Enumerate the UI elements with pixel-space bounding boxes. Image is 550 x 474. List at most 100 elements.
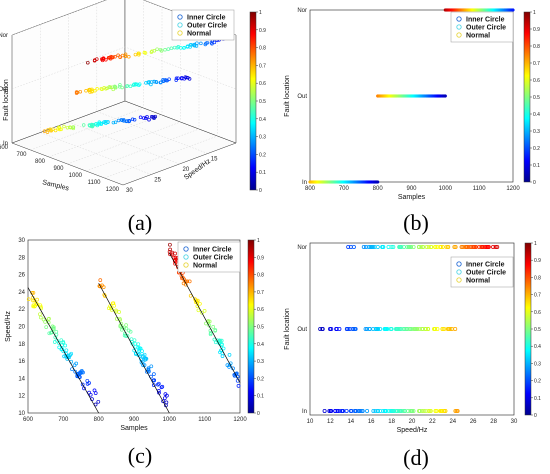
- data-point-1: [411, 327, 416, 332]
- data-point-2: [211, 325, 216, 329]
- data-point-2: [407, 244, 412, 249]
- y-axis-label: Fault location: [284, 75, 291, 117]
- data-point-1: [425, 327, 430, 332]
- data-point-2: [389, 244, 394, 249]
- data-point-2: [511, 8, 515, 12]
- x-tick-label: 22: [429, 419, 436, 425]
- y-tick-label: 30: [126, 188, 133, 194]
- data-point-2: [479, 244, 484, 249]
- colorbar-tick-label: 0: [257, 411, 260, 417]
- data-point-1: [138, 346, 143, 351]
- grid-line: [48, 7, 163, 158]
- data-point-2: [187, 279, 192, 284]
- data-point-0: [87, 381, 91, 385]
- data-point-1: [142, 352, 147, 357]
- colorbar-tick-label: 1: [533, 10, 536, 16]
- data-point-1: [136, 342, 141, 347]
- data-point-2: [142, 50, 147, 55]
- data-point-2: [194, 44, 199, 48]
- fit-line: [98, 283, 170, 414]
- data-point-0: [89, 122, 94, 127]
- data-point-0: [52, 340, 57, 344]
- data-point-1: [408, 327, 413, 332]
- data-point-1: [449, 327, 454, 332]
- colorbar-tick-label: 0.9: [533, 27, 540, 33]
- colorbar-tick-label: 0.1: [534, 396, 541, 402]
- data-point-2: [409, 244, 414, 249]
- data-point-2: [113, 55, 117, 59]
- data-point-0: [113, 120, 118, 125]
- x-tick-label: 1200: [506, 186, 520, 192]
- x-tick-label: 1200: [233, 417, 247, 423]
- z-tick-label: Nor: [0, 33, 8, 39]
- data-point-0: [373, 408, 378, 413]
- caption-b: (b): [403, 210, 429, 235]
- y-tick-label: In: [302, 409, 307, 415]
- data-point-1: [74, 91, 79, 95]
- data-point-2: [411, 244, 416, 249]
- y-tick-label: 20: [183, 167, 190, 173]
- data-point-0: [433, 408, 438, 413]
- data-point-2: [495, 244, 500, 249]
- colorbar-tick-label: 0.3: [259, 135, 266, 141]
- data-point-1: [158, 80, 163, 85]
- data-point-0: [73, 369, 78, 374]
- legend-label: Outer Circle: [466, 25, 506, 32]
- data-point-1: [448, 327, 453, 332]
- colorbar-tick-label: 0.5: [534, 327, 541, 333]
- data-point-2: [168, 242, 172, 247]
- colorbar-tick-label: 0.4: [257, 342, 264, 348]
- colorbar-tick-label: 0.7: [257, 290, 264, 296]
- y-tick-label: 14: [18, 376, 25, 382]
- data-point-1: [74, 90, 79, 94]
- colorbar-tick-label: 0.4: [259, 117, 266, 123]
- data-point-2: [200, 310, 204, 315]
- data-point-1: [154, 80, 159, 84]
- colorbar-tick-label: 0.1: [257, 394, 264, 400]
- data-point-0: [357, 408, 362, 413]
- data-point-1: [84, 89, 88, 93]
- data-point-1: [98, 278, 103, 282]
- colorbar-tick-label: 0.2: [534, 379, 541, 385]
- colorbar-tick-label: 0.6: [257, 307, 264, 313]
- data-point-1: [119, 327, 124, 332]
- data-point-1: [128, 329, 133, 334]
- colorbar-tick-label: 0.6: [534, 310, 541, 316]
- y-tick-label: Nor: [297, 8, 307, 14]
- colorbar-tick-label: 0.3: [257, 359, 264, 365]
- data-point-2: [493, 244, 498, 249]
- data-point-1: [107, 85, 111, 89]
- data-point-2: [116, 53, 120, 58]
- x-tick-label: 1000: [69, 173, 83, 179]
- data-point-0: [104, 121, 108, 126]
- data-point-0: [53, 128, 58, 133]
- y-tick-label: In: [302, 180, 307, 186]
- data-point-2: [163, 48, 167, 52]
- data-point-2: [416, 244, 421, 249]
- data-point-1: [117, 85, 122, 89]
- legend-marker: [183, 262, 189, 268]
- data-point-1: [104, 87, 108, 91]
- data-point-1: [154, 80, 158, 84]
- data-point-1: [125, 334, 130, 338]
- colorbar-tick-label: 0: [533, 180, 536, 186]
- data-point-1: [385, 327, 390, 332]
- legend-label: Inner Circle: [466, 17, 505, 24]
- data-point-0: [63, 343, 68, 348]
- data-point-2: [158, 47, 163, 52]
- data-point-1: [156, 382, 160, 387]
- legend-marker: [456, 269, 462, 275]
- data-point-1: [114, 309, 119, 314]
- y-tick-label: 16: [18, 359, 25, 365]
- z-tick-label: In: [3, 141, 8, 147]
- colorbar-tick-label: 0.8: [257, 273, 264, 279]
- data-point-2: [207, 323, 212, 328]
- colorbar-tick-label: 0.8: [259, 46, 266, 52]
- data-point-1: [420, 327, 425, 332]
- data-point-2: [221, 346, 226, 351]
- data-point-0: [143, 116, 148, 121]
- legend-label: Normal: [193, 263, 217, 270]
- data-point-1: [184, 75, 189, 80]
- x-tick-label: 900: [406, 186, 417, 192]
- data-point-1: [174, 76, 179, 81]
